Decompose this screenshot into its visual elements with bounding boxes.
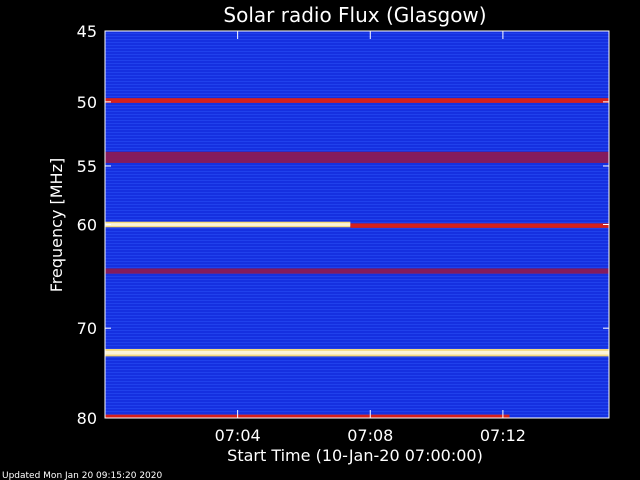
- x-tick-label: 07:04: [215, 426, 261, 445]
- y-tick-label: 60: [77, 216, 97, 235]
- y-tick-label: 45: [77, 22, 97, 41]
- x-axis-label: Start Time (10-Jan-20 07:00:00): [227, 446, 483, 465]
- emission-bands: [105, 98, 609, 418]
- x-tick-label: 07:08: [347, 426, 393, 445]
- emission-band: [105, 268, 609, 274]
- emission-band: [105, 98, 609, 103]
- x-axis: 07:04 07:08 07:12: [215, 31, 526, 445]
- emission-band: [350, 223, 609, 228]
- emission-band: [105, 151, 609, 163]
- y-tick-label: 80: [77, 409, 97, 428]
- emission-band-core: [105, 223, 351, 226]
- updated-timestamp: Updated Mon Jan 20 09:15:20 2020: [2, 471, 163, 480]
- chart-title: Solar radio Flux (Glasgow): [223, 3, 486, 27]
- plot-area: [104, 30, 610, 419]
- y-axis-label: Frequency [MHz]: [47, 158, 66, 292]
- y-axis: 45 50 55 60 70 80: [77, 22, 609, 428]
- emission-band: [105, 414, 510, 418]
- x-tick-label: 07:12: [480, 426, 526, 445]
- y-tick-label: 50: [77, 93, 97, 112]
- y-tick-label: 70: [77, 319, 97, 338]
- y-tick-label: 55: [77, 157, 97, 176]
- emission-band-core: [105, 350, 609, 355]
